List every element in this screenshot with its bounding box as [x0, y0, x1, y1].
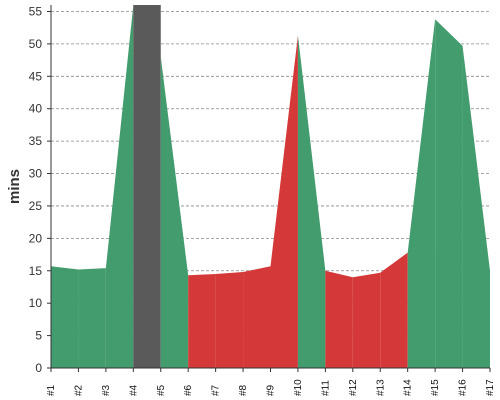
- x-tick-label: #9: [266, 384, 277, 396]
- axes: [47, 5, 491, 372]
- area-segment-fail: [188, 274, 216, 368]
- area-segment-fail: [380, 252, 408, 368]
- y-tick-labels: 0 5 10 15 20 25 30 35 40 45 50 55: [29, 4, 43, 375]
- y-tick-label: 25: [29, 199, 43, 213]
- area-segment-fail: [325, 270, 353, 368]
- area-segment-none: [133, 5, 161, 368]
- area-segment-pass: [435, 19, 463, 368]
- y-tick-label: 40: [29, 102, 43, 116]
- y-tick-label: 10: [29, 296, 43, 310]
- y-tick-label: 0: [35, 361, 42, 375]
- area-segment-pass: [78, 268, 106, 368]
- x-tick-label: #3: [101, 384, 112, 396]
- area-segment-fail: [270, 35, 298, 368]
- x-tick-label: #10: [293, 379, 304, 396]
- x-tick-label: #12: [348, 379, 359, 396]
- x-tick-label: #13: [375, 379, 386, 396]
- x-tick-label: #4: [128, 384, 139, 396]
- x-tick-label: #7: [211, 384, 222, 396]
- area-segment-fail: [352, 272, 381, 368]
- y-tick-label: 5: [35, 329, 42, 343]
- x-tick-label: #15: [430, 379, 441, 396]
- x-tick-label: #8: [238, 384, 249, 396]
- x-tick-label: #6: [183, 384, 194, 396]
- y-tick-label: 50: [29, 37, 43, 51]
- y-tick-label: 30: [29, 167, 43, 181]
- area-segment-pass: [462, 45, 490, 369]
- area-segment-fail: [215, 272, 244, 368]
- x-tick-label: #17: [485, 379, 496, 396]
- area-segment-fail: [243, 266, 271, 368]
- y-tick-label: 55: [29, 4, 43, 18]
- x-tick-labels: #1 #2 #3 #4 #5 #6 #7 #8 #9 #10 #11 #12 #13 #14 #15 #16 #…: [46, 379, 496, 396]
- x-tick-label: #16: [458, 379, 469, 396]
- x-tick-label: #1: [46, 384, 57, 396]
- x-tick-label: #2: [73, 384, 84, 396]
- y-tick-label: 20: [29, 231, 43, 245]
- area-segment-pass: [297, 35, 326, 368]
- y-axis-label: mins: [6, 169, 23, 204]
- area-segment-pass: [160, 56, 189, 369]
- area-segment-pass: [407, 19, 436, 368]
- y-tick-label: 35: [29, 134, 43, 148]
- area-segment-pass: [51, 266, 79, 368]
- x-tick-label: #11: [320, 380, 331, 396]
- y-tick-label: 15: [29, 264, 43, 278]
- y-tick-label: 45: [29, 69, 43, 83]
- x-tick-label: #14: [403, 379, 414, 396]
- area-segment-pass: [105, 5, 134, 368]
- area-segments: [51, 5, 490, 369]
- x-tick-label: #5: [156, 384, 167, 396]
